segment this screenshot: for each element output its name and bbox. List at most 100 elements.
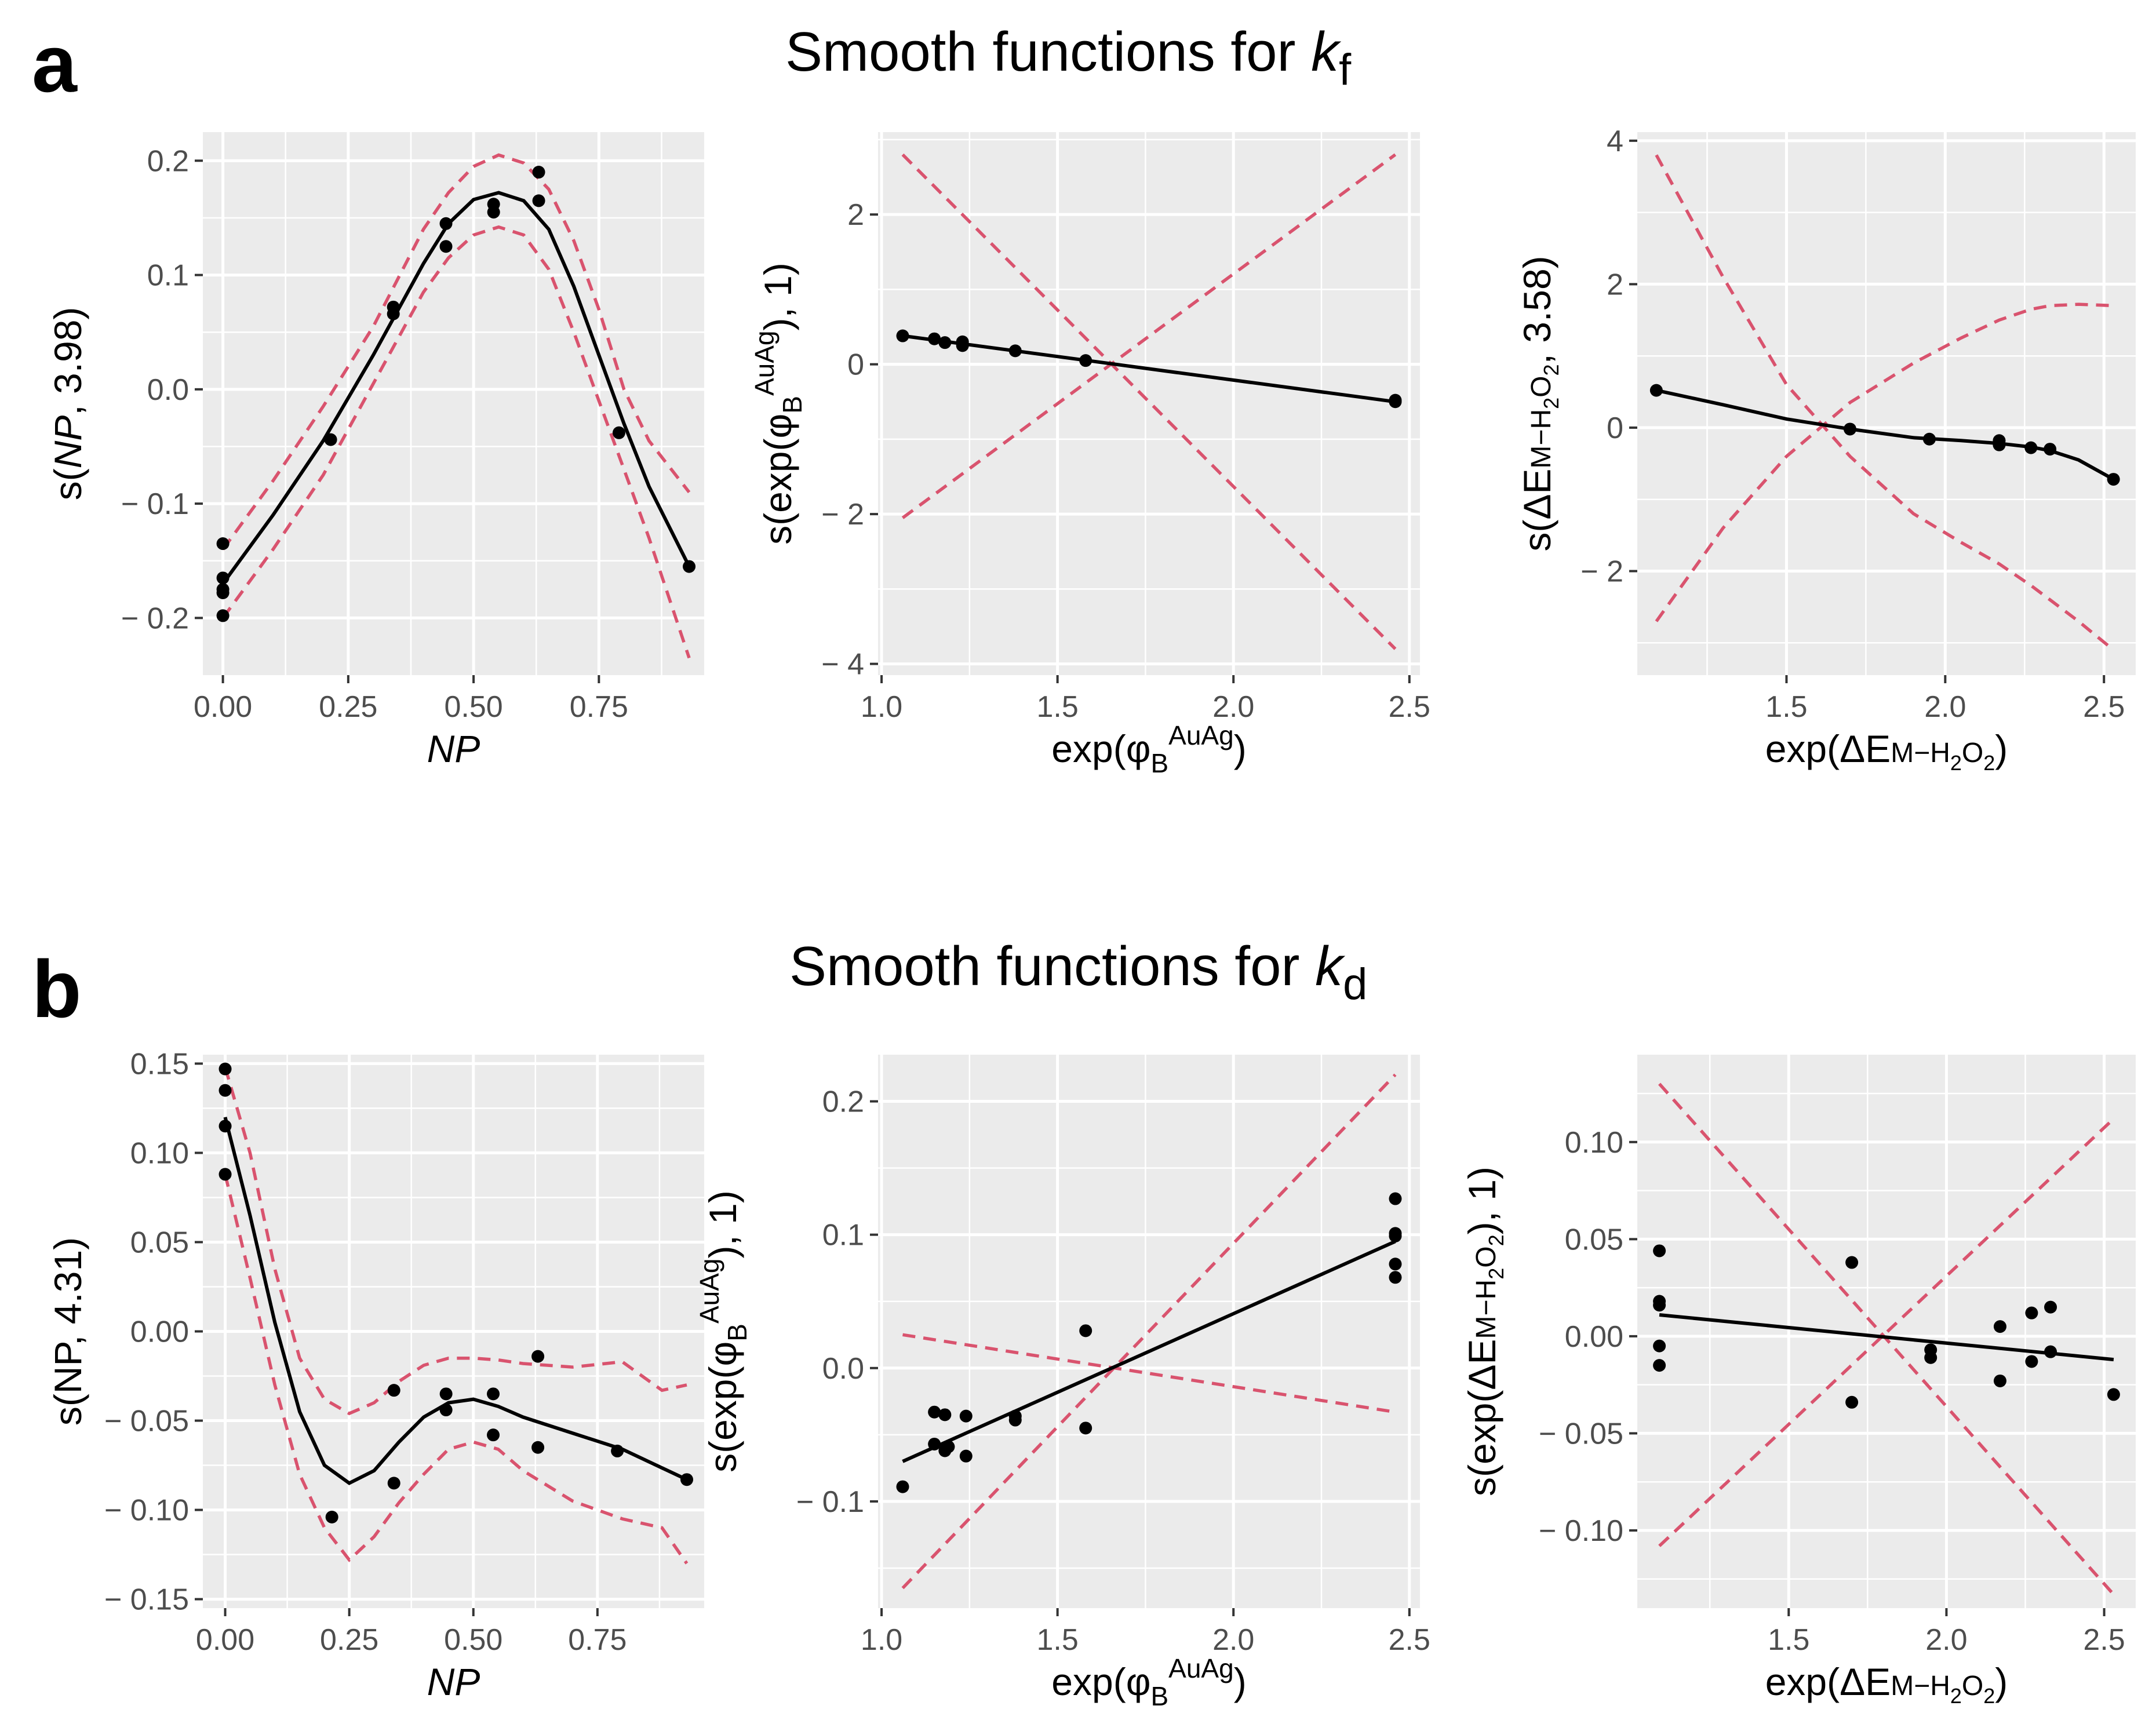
data-point — [1008, 1413, 1022, 1427]
y-tick-label: 0.05 — [1565, 1223, 1623, 1256]
y-tick-label: − 0.2 — [121, 602, 189, 635]
x-axis-label: NP — [427, 1660, 480, 1703]
upper-confidence-line — [901, 153, 1397, 650]
data-point — [487, 206, 500, 219]
y-tick-label: 0.00 — [1565, 1320, 1623, 1354]
data-point — [1079, 1422, 1092, 1435]
x-tick-label: 2.0 — [1924, 690, 1966, 724]
data-point — [2024, 441, 2038, 454]
subplot-1: 0.00 0.25 0.50 0.75 − 0.2 − 0.1 0.0 0.1 0.2 NP s(N… — [46, 132, 704, 770]
data-point — [218, 1084, 232, 1097]
data-point — [1389, 395, 1402, 409]
y-tick-label: − 0.1 — [796, 1485, 864, 1519]
x-tick-label: 2.5 — [2083, 1623, 2125, 1657]
subplot-4: 0.00 0.25 0.50 0.75 − 0.15 − 0.10 − 0.05 0.00 0.… — [46, 1047, 704, 1703]
y-tick-label: 0.1 — [147, 259, 189, 293]
data-point — [1993, 1320, 2006, 1333]
x-tick-label: 2.5 — [2083, 690, 2125, 724]
smooth-fit-line — [902, 334, 1396, 404]
data-point — [928, 332, 941, 345]
data-point — [956, 339, 969, 352]
data-point — [959, 1449, 973, 1463]
x-tick-label: 2.5 — [1389, 690, 1430, 724]
data-point — [387, 1477, 400, 1490]
x-axis-label: NP — [427, 727, 480, 770]
upper-confidence-line — [223, 1066, 687, 1416]
data-point — [938, 1408, 952, 1422]
y-tick-label: − 0.1 — [121, 487, 189, 521]
y-axis-label: s(NP, 4.31) — [46, 1237, 89, 1426]
data-point — [216, 571, 230, 585]
y-tick-label: 2 — [1607, 268, 1623, 301]
y-tick-label: − 4 — [821, 648, 864, 681]
data-point — [531, 1441, 545, 1454]
x-tick-label: 0.25 — [319, 690, 377, 724]
panel-letter-b: b — [32, 943, 82, 1034]
x-tick-label: 1.0 — [861, 690, 902, 724]
data-point — [216, 609, 230, 622]
y-tick-label: 0.1 — [822, 1219, 864, 1252]
x-tick-label: 0.00 — [194, 690, 252, 724]
smooth-fit-line — [1659, 1313, 2114, 1362]
y-tick-label: − 0.10 — [1539, 1514, 1623, 1548]
data-point — [439, 240, 453, 253]
data-point — [612, 426, 625, 439]
x-axis-label: exp(ΔEM−H2O2) — [1765, 1660, 2008, 1708]
data-point — [387, 307, 400, 320]
panel-title-a: Smooth functions for kf — [785, 21, 1352, 94]
y-tick-label: − 0.10 — [104, 1494, 189, 1528]
x-tick-label: 0.50 — [444, 1623, 502, 1657]
data-point — [928, 1437, 941, 1450]
panel-title-b: Smooth functions for kd — [789, 935, 1367, 1009]
x-tick-label: 1.5 — [1768, 1623, 1809, 1657]
lower-confidence-line — [901, 153, 1397, 519]
x-tick-label: 2.0 — [1212, 690, 1254, 724]
data-point — [1653, 1244, 1666, 1258]
lower-confidence-line — [221, 225, 691, 659]
subplots: 0.00 0.25 0.50 0.75− 0.2− 0.10.00.10.2NPs(N… — [46, 125, 2136, 1711]
lower-confidence-line — [1655, 302, 2114, 622]
y-tick-label: 0.0 — [147, 373, 189, 407]
data-point — [2025, 1306, 2038, 1320]
y-tick-label: − 0.05 — [1539, 1417, 1623, 1450]
data-point — [2044, 443, 2057, 456]
y-tick-label: 0.00 — [130, 1315, 189, 1349]
y-tick-label: − 2 — [821, 498, 864, 531]
data-point — [532, 194, 545, 207]
data-point — [439, 1387, 453, 1401]
data-point — [532, 166, 545, 179]
data-point — [216, 586, 230, 599]
y-tick-label: 0.2 — [147, 144, 189, 178]
smooth-fit-line — [1656, 388, 2115, 481]
y-axis-label: s(exp(φBAuAg), 1) — [749, 263, 807, 545]
y-tick-label: 0 — [847, 348, 864, 382]
data-point — [387, 1384, 400, 1397]
data-point — [325, 1510, 338, 1523]
smooth-fit-line — [223, 1117, 688, 1485]
upper-confidence-line — [901, 1073, 1397, 1590]
smooth-fit-line — [902, 1240, 1396, 1463]
x-tick-label: 2.0 — [1925, 1623, 1967, 1657]
plot-background — [203, 132, 704, 675]
data-point — [1653, 1299, 1666, 1312]
data-point — [1389, 1258, 1402, 1271]
subplot-2: 1.0 1.5 2.0 2.5 − 4 − 2 0 2 exp(φBAuAg) s(exp(φBA… — [749, 132, 1430, 778]
data-point — [683, 560, 696, 573]
subplot-3: 1.5 2.0 2.5 − 2 0 2 4 exp(ΔEM−H2O2) s(ΔEM−H2O2, … — [1516, 125, 2136, 775]
y-tick-label: 0.10 — [130, 1136, 189, 1170]
y-tick-label: 0.15 — [130, 1047, 189, 1081]
x-tick-label: 0.25 — [320, 1623, 378, 1657]
data-point — [896, 1480, 909, 1493]
data-point — [1845, 1395, 1859, 1409]
data-point — [896, 329, 909, 342]
panel-b-header: b Smooth functions for kd — [32, 935, 1367, 1034]
x-axis-label: exp(φBAuAg) — [1051, 720, 1246, 778]
data-point — [1924, 1351, 1938, 1364]
y-tick-label: − 0.15 — [104, 1583, 189, 1617]
data-point — [218, 1120, 232, 1133]
data-point — [1844, 422, 1857, 436]
data-point — [1389, 1229, 1402, 1242]
data-point — [1008, 344, 1022, 358]
data-point — [959, 1409, 973, 1423]
